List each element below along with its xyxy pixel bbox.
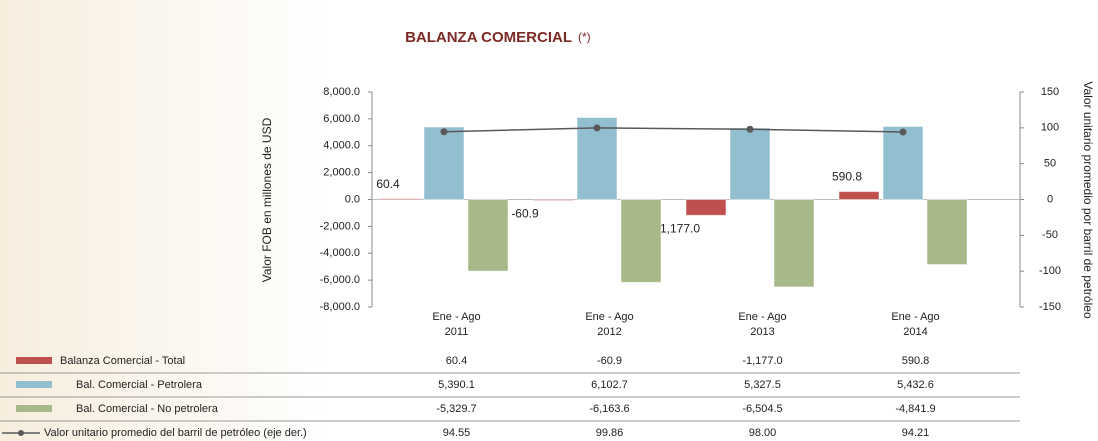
y-tick-label: -6,000.0 — [320, 274, 360, 286]
y-tick-label: 8,000.0 — [323, 86, 360, 98]
table-cell: 94.55 — [443, 427, 471, 439]
bar — [729, 127, 771, 200]
y-tick-label: -2,000.0 — [320, 220, 360, 232]
bar — [620, 199, 662, 283]
y-axis-label: Valor FOB en millones de USD — [260, 117, 274, 282]
table-cell: -5,329.7 — [436, 403, 476, 415]
line-marker — [746, 125, 754, 133]
title-note: (*) — [578, 30, 591, 44]
legend-swatch — [16, 405, 52, 412]
bar — [379, 198, 421, 201]
bar — [882, 125, 924, 200]
bar — [532, 199, 574, 201]
bar — [685, 199, 727, 216]
y2-tick-label: -50 — [1042, 229, 1058, 241]
y2-tick-label: 150 — [1041, 86, 1059, 98]
y2-tick-label: -100 — [1039, 265, 1061, 277]
y-tick-label: -4,000.0 — [320, 247, 360, 259]
data-label: -60.9 — [511, 206, 539, 220]
table-cell: 60.4 — [446, 355, 467, 367]
legend-marker — [18, 430, 24, 436]
line-marker — [440, 128, 448, 136]
data-label: -1,177.0 — [656, 221, 700, 235]
y2-axis-label: Valor unitario promedio por barril de pe… — [1081, 81, 1095, 319]
line — [443, 127, 904, 133]
background-logo — [0, 0, 330, 441]
y2-tick-label: 0 — [1047, 193, 1053, 205]
y-tick-label: 4,000.0 — [323, 140, 360, 152]
table-cell: 99.86 — [596, 427, 624, 439]
bar — [926, 199, 968, 266]
x-tick-label: Ene - Ago 2014 — [891, 311, 940, 338]
y2-tick-label: -150 — [1039, 301, 1061, 313]
x-tick-label-box: Ene - Ago 2011 — [432, 311, 481, 338]
y-tick-label: 0.0 — [345, 193, 360, 205]
table-cell: 590.8 — [902, 355, 930, 367]
line-marker — [593, 124, 601, 132]
y-tick-label: -8,000.0 — [320, 301, 360, 313]
data-label: 60.4 — [376, 177, 400, 191]
bar — [838, 191, 880, 201]
bar — [773, 199, 815, 288]
legend-label: Balanza Comercial - Total — [60, 355, 185, 367]
bar — [423, 126, 465, 200]
x-tick-label: Ene - Ago 2013 — [738, 311, 787, 338]
table-cell: 5,327.5 — [744, 379, 781, 391]
table-cell: -4,841.9 — [895, 403, 935, 415]
y-tick-label: 2,000.0 — [323, 167, 360, 179]
table-cell: -6,504.5 — [742, 403, 782, 415]
chart-title: BALANZA COMERCIAL — [405, 29, 572, 46]
table-cell: 5,390.1 — [438, 379, 475, 391]
legend-label: Bal. Comercial - No petrolera — [76, 403, 219, 415]
y2-tick-label: 50 — [1044, 158, 1056, 170]
bar — [467, 199, 509, 272]
table-cell: -6,163.6 — [589, 403, 629, 415]
y-tick-label: 6,000.0 — [323, 113, 360, 125]
x-tick-label: Ene - Ago 2011 — [432, 311, 481, 338]
legend-swatch — [16, 381, 52, 388]
line-marker — [899, 128, 907, 136]
x-tick-label-box: Ene - Ago 2012 — [585, 311, 634, 338]
table-cell: -60.9 — [597, 355, 622, 367]
table-cell: 94.21 — [902, 427, 930, 439]
table-cell: 5,432.6 — [897, 379, 934, 391]
x-tick-label-box: Ene - Ago 2013 — [738, 311, 787, 338]
x-tick-label: Ene - Ago 2012 — [585, 311, 634, 338]
legend-label: Bal. Comercial - Petrolera — [76, 379, 203, 391]
legend-swatch — [16, 357, 52, 364]
table-cell: 6,102.7 — [591, 379, 628, 391]
x-tick-label-box: Ene - Ago 2014 — [891, 311, 940, 338]
y2-tick-label: 100 — [1041, 122, 1059, 134]
table-cell: -1,177.0 — [742, 355, 782, 367]
legend-label: Valor unitario promedio del barril de pe… — [44, 427, 307, 439]
data-label: 590.8 — [832, 170, 862, 184]
table-cell: 98.00 — [749, 427, 777, 439]
